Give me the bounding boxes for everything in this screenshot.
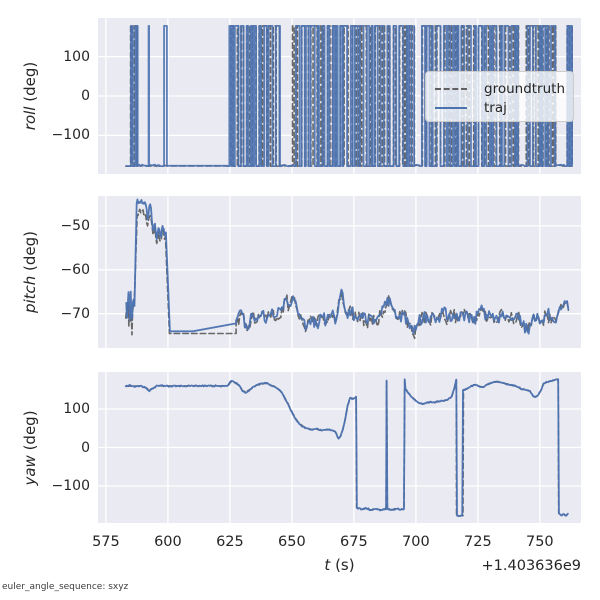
yaw-plot-canvas	[98, 372, 581, 523]
y-tick-label: −100	[51, 478, 90, 495]
x-tick-label: 750	[525, 534, 554, 550]
y-tick-label: −50	[60, 217, 90, 234]
series-traj-line	[124, 378, 569, 518]
solid-line-swatch	[435, 106, 467, 109]
x-axis-label-italic: t	[324, 556, 331, 574]
x-tick-label: 700	[402, 534, 430, 550]
x-tick-label: 650	[278, 534, 306, 550]
x-tick-label: 675	[340, 534, 368, 550]
pitch-subplot	[98, 196, 581, 348]
legend-item-traj: traj	[435, 98, 563, 117]
y-tick-label: 0	[81, 88, 90, 104]
x-tick-label: 600	[154, 534, 182, 550]
legend-label-traj: traj	[484, 99, 507, 116]
x-tick-label: 625	[216, 534, 244, 550]
x-tick-label: 725	[464, 534, 492, 550]
y-tick-label: 100	[63, 400, 90, 417]
x-tick-label: 575	[92, 534, 120, 550]
series-traj-line	[125, 198, 570, 335]
x-axis-label-unit: (s)	[330, 556, 355, 574]
series-groundtruth-line	[124, 208, 570, 340]
x-axis-offset-text: +1.403636e9	[481, 558, 581, 574]
figure-caption: euler_angle_sequence: sxyz	[2, 582, 129, 592]
legend-item-groundtruth: groundtruth	[435, 79, 566, 98]
y-tick-label: −100	[51, 127, 90, 144]
pitch-plot-canvas	[98, 196, 581, 348]
x-axis-label: t (s)	[98, 556, 581, 574]
legend-label-groundtruth: groundtruth	[484, 80, 566, 97]
yaw-subplot	[98, 372, 581, 523]
legend: groundtruth traj	[425, 71, 574, 122]
y-tick-label: −60	[60, 261, 90, 278]
y-tick-label: 0	[81, 439, 90, 456]
y-tick-label: −70	[60, 305, 90, 322]
dashed-line-swatch	[435, 87, 467, 90]
y-tick-label: 100	[63, 48, 90, 65]
